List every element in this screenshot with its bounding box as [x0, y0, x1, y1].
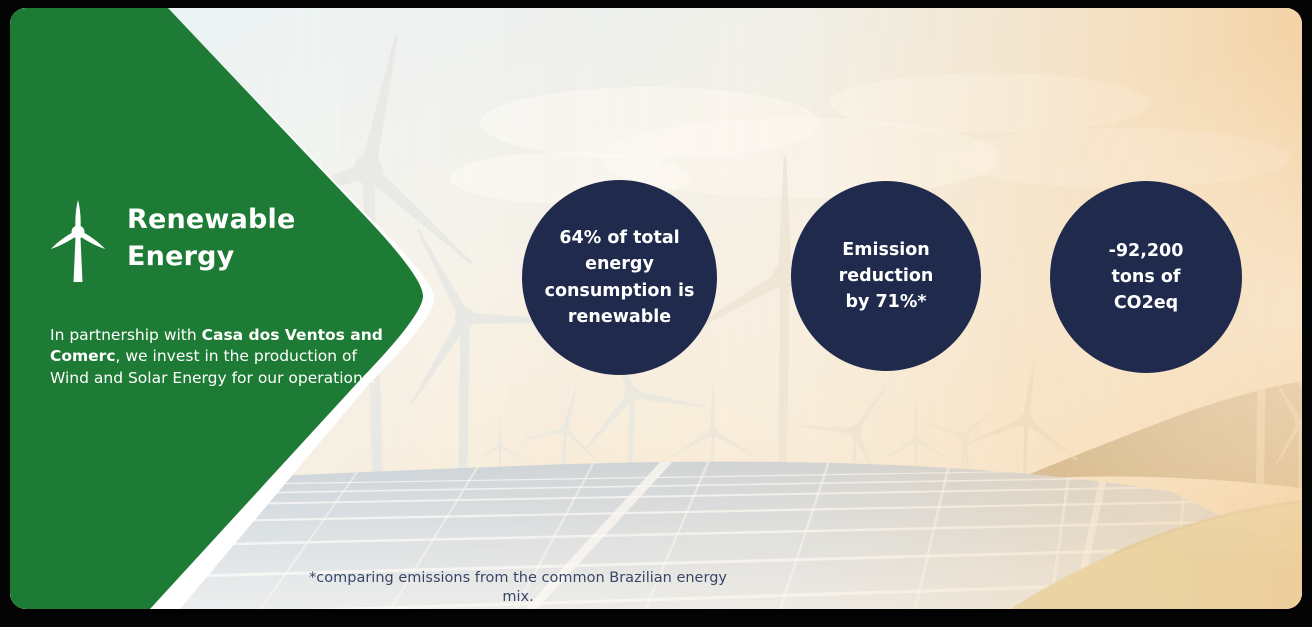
stat-line: by 71%*	[845, 292, 927, 313]
wind-turbine-icon	[50, 200, 106, 282]
stat-line: -92,200	[1108, 240, 1184, 261]
panel-description-suffix: , we invest in the production of Wind an…	[50, 347, 376, 387]
panel-description-partners: Casa dos Ventos and Comerc	[50, 325, 383, 366]
stat-line: Emission	[842, 239, 930, 260]
green-panel	[10, 8, 423, 609]
footnote: *comparing emissions from the common Bra…	[309, 570, 727, 605]
page-title-line2: Energy	[127, 241, 235, 273]
stat-text: 64% of total energy consumption is renew…	[534, 225, 706, 330]
stat-line: reduction	[838, 265, 934, 286]
stat-text: Emission reduction by 71%*	[802, 237, 969, 316]
stat-line: tons of	[1111, 266, 1181, 287]
panel-description: In partnership with Casa dos Ventos and …	[50, 325, 386, 390]
panel-description-prefix: In partnership with	[50, 325, 202, 344]
stat-line: renewable	[567, 306, 672, 327]
green-arrow-shape	[10, 8, 434, 609]
stat-circle-renewable-consumption: 64% of total energy consumption is renew…	[522, 180, 717, 375]
stat-line: CO2eq	[1113, 293, 1179, 314]
stat-line: energy	[585, 254, 654, 275]
slide-card: Renewable Energy In partnership with Cas…	[10, 8, 1302, 609]
page-title: Renewable Energy	[127, 201, 357, 276]
stat-line: 64% of total	[559, 228, 680, 248]
stat-circle-co2-avoided: -92,200 tons of CO2eq	[1050, 181, 1242, 373]
stat-line: consumption is	[544, 280, 695, 301]
stat-circle-emission-reduction: Emission reduction by 71%*	[791, 181, 981, 371]
page-title-line1: Renewable	[127, 204, 296, 235]
stat-text: -92,200 tons of CO2eq	[1062, 238, 1231, 317]
